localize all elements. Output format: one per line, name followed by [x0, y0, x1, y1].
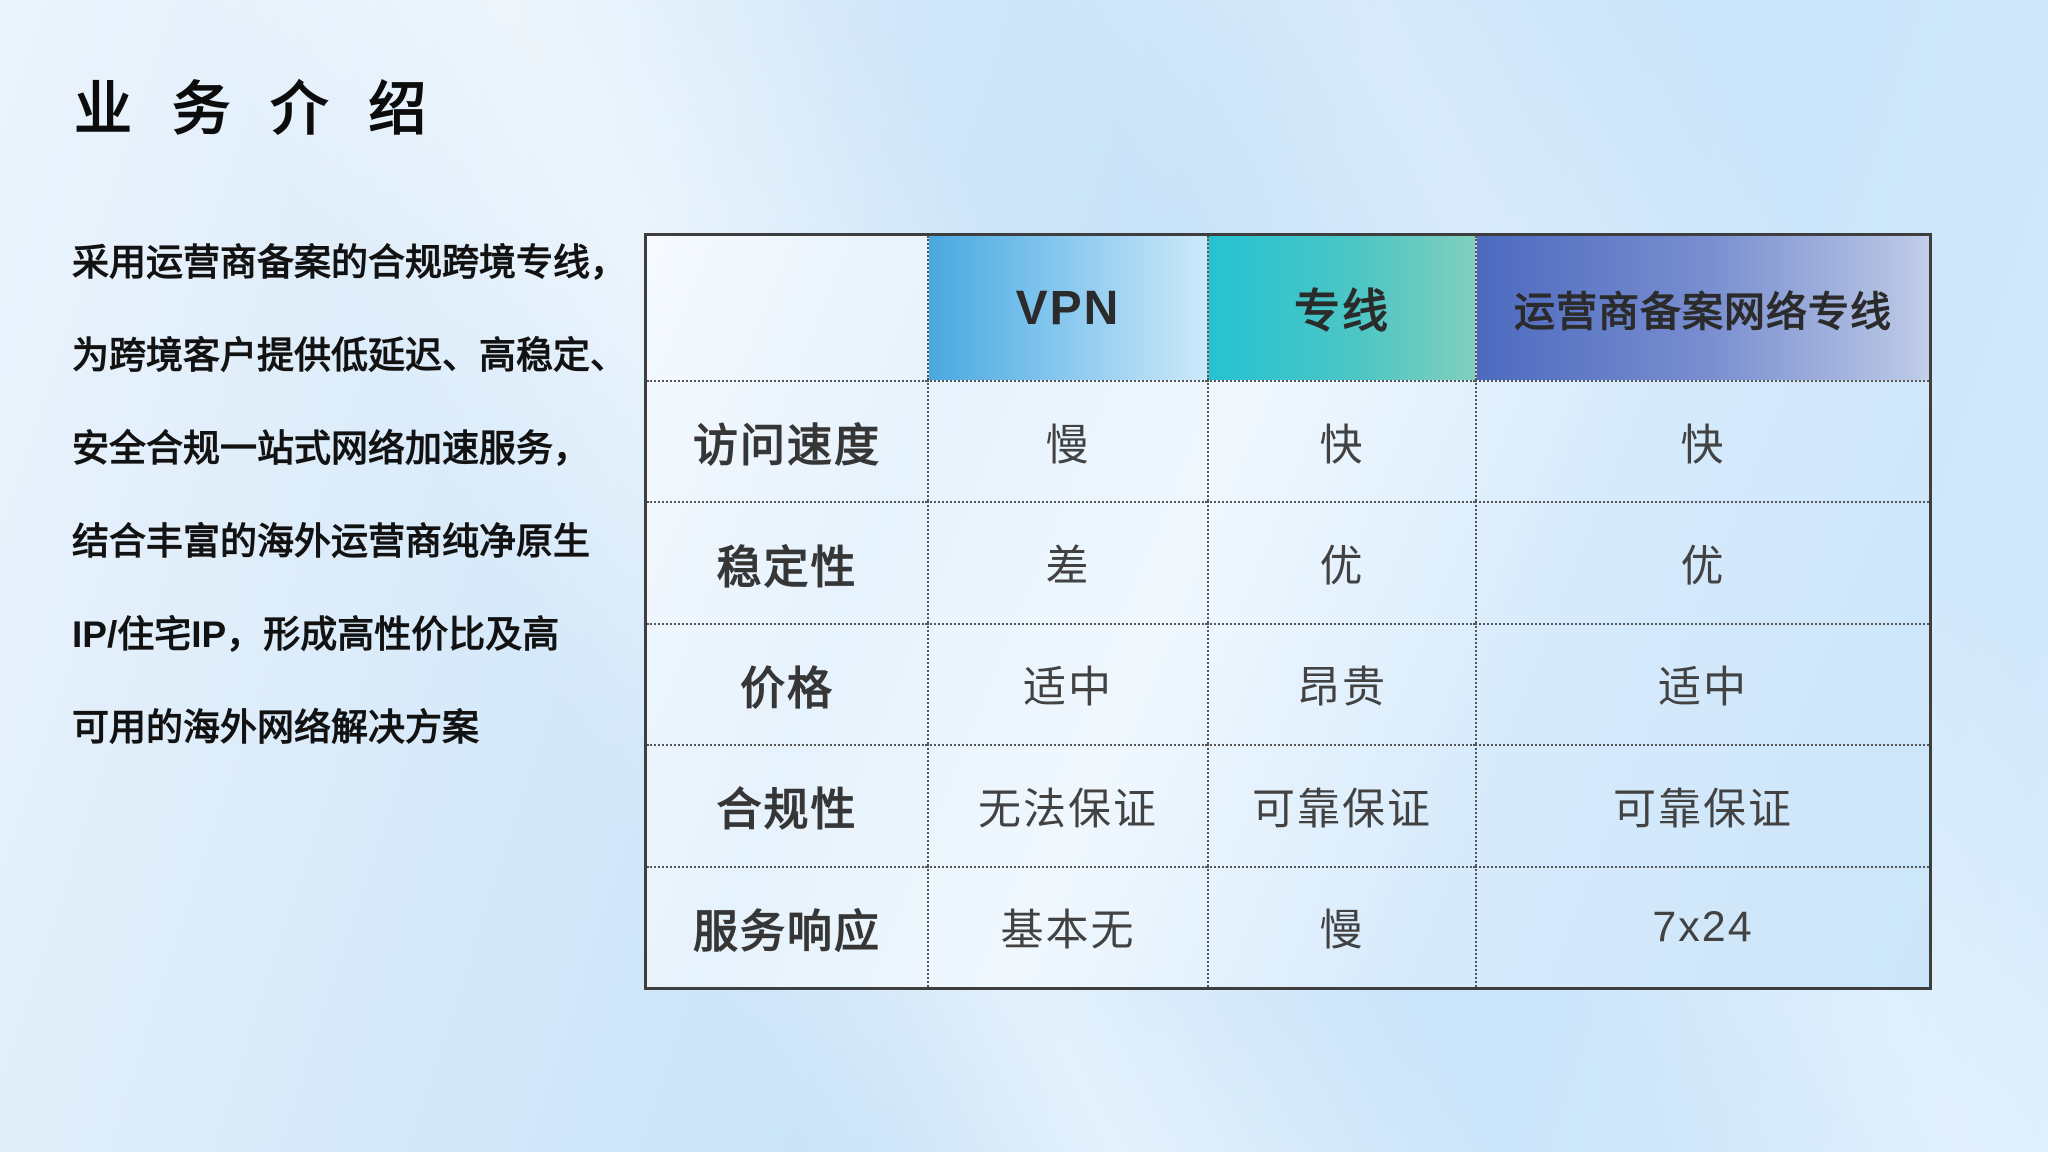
cell-compliance-dedicated: 可靠保证 — [1207, 744, 1475, 866]
intro-line: 采用运营商备案的合规跨境专线， — [72, 241, 627, 283]
header-cell-empty — [647, 236, 927, 380]
cell-compliance-vpn: 无法保证 — [927, 744, 1207, 866]
intro-line: IP/住宅IP，形成高性价比及高 — [72, 613, 560, 655]
cell-price-dedicated: 昂贵 — [1207, 622, 1475, 745]
cell-service-response-dedicated: 慢 — [1207, 865, 1475, 987]
intro-line: 结合丰富的海外运营商纯净原生 — [72, 520, 590, 562]
intro-line: 安全合规一站式网络加速服务， — [72, 427, 590, 469]
page-title: 业 务 介 绍 — [74, 77, 439, 142]
cell-stability-carrier: 优 — [1475, 501, 1929, 623]
cell-service-response-carrier: 7x24 — [1475, 865, 1929, 987]
header-cell-dedicated-line: 专线 — [1207, 236, 1475, 380]
row-label-access-speed: 访问速度 — [647, 380, 927, 501]
intro-paragraph: 采用运营商备案的合规跨境专线， 为跨境客户提供低延迟、高稳定、 安全合规一站式网… — [72, 212, 627, 770]
header-cell-vpn: VPN — [927, 236, 1207, 380]
row-label-price: 价格 — [647, 622, 927, 744]
comparison-table: VPN 专线 运营商备案网络专线 访问速度 慢 快 快 稳定性 差 优 优 价格… — [644, 233, 1932, 990]
cell-compliance-carrier: 可靠保证 — [1475, 744, 1929, 866]
cell-stability-vpn: 差 — [927, 501, 1207, 623]
cell-price-carrier: 适中 — [1475, 622, 1929, 745]
cell-stability-dedicated: 优 — [1207, 501, 1475, 623]
row-label-stability: 稳定性 — [647, 501, 927, 622]
cell-access-speed-vpn: 慢 — [927, 380, 1207, 502]
cell-access-speed-dedicated: 快 — [1207, 380, 1475, 502]
row-label-service-response: 服务响应 — [647, 865, 927, 987]
header-cell-carrier-line: 运营商备案网络专线 — [1475, 236, 1929, 380]
intro-line: 可用的海外网络解决方案 — [72, 706, 479, 748]
cell-access-speed-carrier: 快 — [1475, 380, 1929, 502]
intro-line: 为跨境客户提供低延迟、高稳定、 — [72, 334, 627, 376]
cell-price-vpn: 适中 — [927, 622, 1207, 745]
cell-service-response-vpn: 基本无 — [927, 865, 1207, 987]
row-label-compliance: 合规性 — [647, 744, 927, 865]
